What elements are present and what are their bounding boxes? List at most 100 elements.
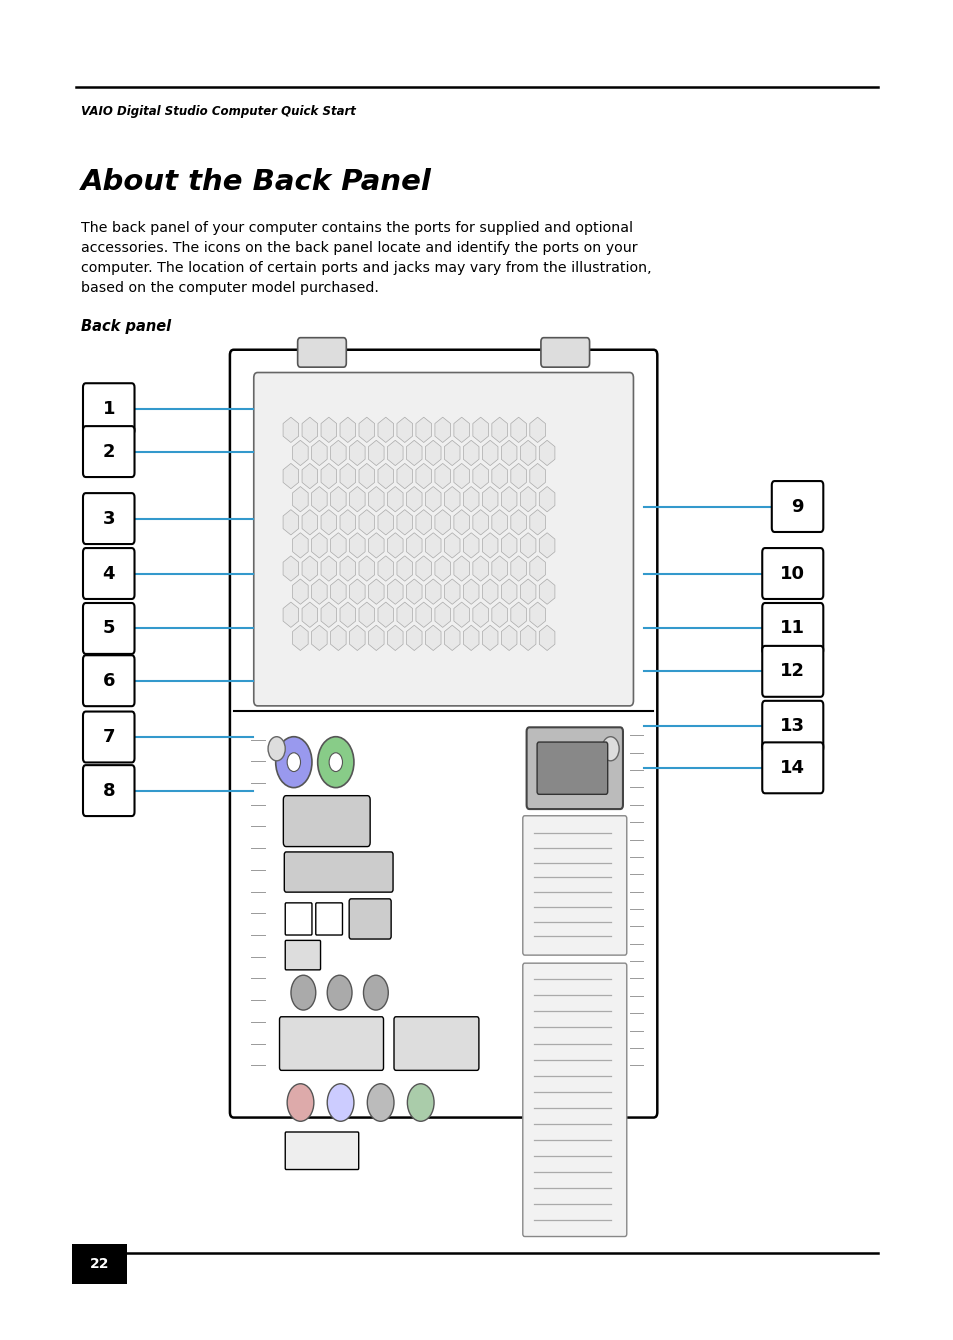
Polygon shape — [473, 464, 488, 489]
Polygon shape — [501, 533, 517, 557]
Polygon shape — [387, 486, 402, 512]
Polygon shape — [312, 533, 327, 557]
Polygon shape — [312, 486, 327, 512]
Polygon shape — [368, 579, 384, 604]
Polygon shape — [387, 441, 402, 465]
FancyBboxPatch shape — [83, 426, 134, 477]
Polygon shape — [396, 417, 412, 442]
Polygon shape — [377, 464, 394, 489]
Polygon shape — [463, 486, 478, 512]
Circle shape — [601, 737, 618, 761]
Polygon shape — [416, 509, 431, 535]
FancyBboxPatch shape — [297, 338, 346, 367]
FancyBboxPatch shape — [285, 941, 320, 970]
Polygon shape — [377, 509, 394, 535]
Polygon shape — [293, 486, 308, 512]
Polygon shape — [293, 579, 308, 604]
Polygon shape — [312, 626, 327, 650]
Polygon shape — [454, 556, 469, 582]
Polygon shape — [519, 579, 536, 604]
Text: 4: 4 — [102, 564, 115, 583]
Polygon shape — [321, 464, 336, 489]
Polygon shape — [538, 533, 555, 557]
Polygon shape — [339, 464, 355, 489]
Polygon shape — [358, 464, 375, 489]
FancyBboxPatch shape — [526, 728, 622, 809]
Circle shape — [317, 737, 354, 788]
Polygon shape — [321, 417, 336, 442]
Polygon shape — [349, 579, 365, 604]
Polygon shape — [444, 441, 459, 465]
Circle shape — [407, 1084, 434, 1122]
Polygon shape — [283, 556, 298, 582]
Polygon shape — [492, 509, 507, 535]
Circle shape — [327, 1084, 354, 1122]
Polygon shape — [435, 556, 450, 582]
Polygon shape — [358, 417, 375, 442]
Polygon shape — [463, 626, 478, 650]
Polygon shape — [501, 626, 517, 650]
Text: 12: 12 — [780, 662, 804, 681]
FancyBboxPatch shape — [394, 1017, 478, 1071]
Polygon shape — [425, 579, 440, 604]
Polygon shape — [538, 486, 555, 512]
Polygon shape — [349, 486, 365, 512]
Polygon shape — [510, 509, 526, 535]
Polygon shape — [425, 533, 440, 557]
Polygon shape — [312, 441, 327, 465]
Polygon shape — [435, 509, 450, 535]
FancyBboxPatch shape — [83, 603, 134, 654]
Text: 3: 3 — [102, 509, 115, 528]
Polygon shape — [519, 533, 536, 557]
Polygon shape — [501, 486, 517, 512]
Polygon shape — [482, 533, 497, 557]
Polygon shape — [349, 533, 365, 557]
FancyBboxPatch shape — [283, 796, 370, 847]
Circle shape — [275, 737, 312, 788]
Polygon shape — [330, 626, 346, 650]
FancyBboxPatch shape — [83, 765, 134, 816]
Text: VAIO Digital Studio Computer Quick Start: VAIO Digital Studio Computer Quick Start — [81, 105, 355, 118]
Polygon shape — [454, 602, 469, 627]
Text: About the Back Panel: About the Back Panel — [81, 168, 432, 196]
FancyBboxPatch shape — [284, 852, 393, 892]
Polygon shape — [492, 464, 507, 489]
Polygon shape — [538, 579, 555, 604]
Polygon shape — [435, 464, 450, 489]
Circle shape — [367, 1084, 394, 1122]
FancyBboxPatch shape — [522, 816, 626, 955]
Polygon shape — [501, 579, 517, 604]
Polygon shape — [293, 626, 308, 650]
Text: 6: 6 — [102, 671, 115, 690]
Polygon shape — [538, 441, 555, 465]
FancyBboxPatch shape — [83, 655, 134, 706]
Polygon shape — [387, 533, 402, 557]
Polygon shape — [519, 441, 536, 465]
FancyBboxPatch shape — [537, 742, 607, 795]
Polygon shape — [396, 509, 412, 535]
Polygon shape — [473, 509, 488, 535]
Text: 11: 11 — [780, 619, 804, 638]
Polygon shape — [302, 417, 317, 442]
Polygon shape — [425, 626, 440, 650]
Polygon shape — [416, 464, 431, 489]
Circle shape — [327, 976, 352, 1010]
FancyBboxPatch shape — [540, 338, 589, 367]
Polygon shape — [529, 464, 545, 489]
Polygon shape — [519, 486, 536, 512]
FancyBboxPatch shape — [522, 963, 626, 1237]
Polygon shape — [302, 464, 317, 489]
FancyBboxPatch shape — [253, 373, 633, 706]
Polygon shape — [501, 441, 517, 465]
Polygon shape — [444, 533, 459, 557]
Polygon shape — [463, 533, 478, 557]
Polygon shape — [368, 533, 384, 557]
Text: 8: 8 — [102, 781, 115, 800]
Polygon shape — [510, 602, 526, 627]
Polygon shape — [425, 486, 440, 512]
Polygon shape — [482, 626, 497, 650]
FancyBboxPatch shape — [761, 548, 822, 599]
Polygon shape — [312, 579, 327, 604]
Polygon shape — [396, 464, 412, 489]
Polygon shape — [406, 626, 421, 650]
